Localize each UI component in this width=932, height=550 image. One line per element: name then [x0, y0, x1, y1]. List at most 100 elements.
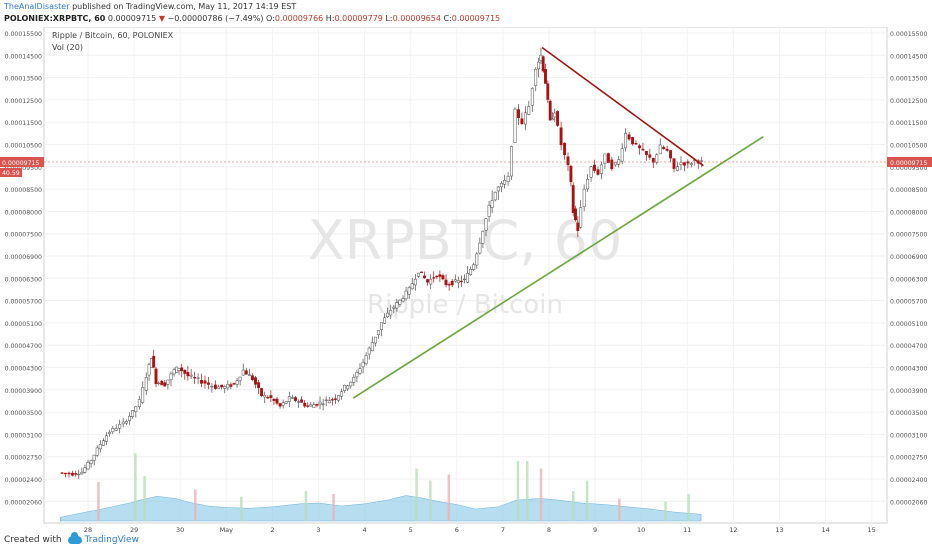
y-tick-label-left: 0.00004700: [5, 343, 42, 350]
candle-body: [83, 467, 87, 473]
volume-bar: [240, 497, 243, 521]
chart-area[interactable]: XRPBTC, 60 Ripple / Bitcoin 0.00015500 0.…: [0, 26, 932, 537]
candle-body: [263, 395, 267, 398]
candle-body: [318, 401, 322, 405]
candle-body: [92, 454, 96, 461]
candle-body: [203, 380, 207, 384]
candle-body: [244, 370, 248, 375]
y-tick-label-right: 0.00013500: [890, 76, 927, 83]
candle-body: [689, 163, 693, 165]
ohlc-bar: POLONIEX:XRPBTC, 60 0.00009715 ▼ −0.0000…: [4, 14, 500, 23]
y-tick-label-left: 0.00002060: [5, 499, 42, 506]
open-label: O:: [266, 14, 275, 23]
volume-bar: [687, 494, 690, 521]
y-tick-label-right: 0.00002060: [890, 499, 927, 506]
created-with-label: Created with: [4, 535, 62, 545]
candle-body: [423, 275, 426, 279]
volume-bar: [97, 482, 100, 521]
candle-body: [401, 298, 405, 302]
y-tick-label-left: 0.00002400: [5, 477, 42, 484]
candle-body: [213, 384, 217, 389]
candle-body: [337, 395, 340, 401]
candle-body: [238, 376, 242, 381]
volume-tag-bg: [0, 168, 22, 178]
candle-body: [551, 118, 554, 121]
candle-body: [330, 399, 334, 401]
candle-body: [392, 306, 396, 309]
candle-body: [220, 384, 224, 388]
candle-body: [86, 462, 90, 470]
candle-body: [95, 447, 99, 456]
candle-body: [450, 280, 454, 286]
candle-body: [309, 404, 313, 407]
candle-body: [481, 231, 485, 244]
candle-body: [389, 310, 393, 316]
candle-body: [257, 382, 261, 389]
candle-body: [624, 132, 628, 149]
y-tick-label-left: 0.00003900: [5, 388, 42, 395]
candle-body: [121, 421, 125, 425]
candle-body: [272, 398, 276, 401]
candle-body: [349, 381, 353, 387]
y-tick-label-right: 0.00008500: [890, 187, 927, 194]
candle-body: [651, 158, 655, 163]
y-tick-label-left: 0.00012500: [5, 98, 42, 105]
last-price: 0.00009715: [107, 14, 157, 23]
price-tag-left-bg: [0, 157, 44, 168]
price-tag-left: 0.00009715: [2, 160, 39, 167]
candle-body: [679, 162, 683, 165]
candle-body: [163, 382, 167, 387]
cloud-icon: [67, 532, 82, 544]
candle-body: [395, 302, 399, 309]
x-tick-label: 5: [409, 526, 413, 534]
candle-body: [398, 299, 402, 305]
candle-body: [410, 283, 414, 290]
candle-body: [513, 108, 517, 143]
low-label: L:: [385, 14, 393, 23]
candle-body: [493, 191, 497, 201]
candle-body: [260, 388, 264, 397]
candle-body: [665, 148, 669, 151]
tradingview-brand: TradingView: [84, 535, 139, 545]
candle-body: [108, 431, 111, 435]
candle-body: [315, 403, 319, 406]
candle-body: [250, 375, 254, 380]
volume-bar: [664, 501, 667, 521]
price-tag-right: 0.00009715: [890, 160, 927, 167]
candle-body: [631, 136, 635, 145]
candle-body: [456, 280, 460, 284]
y-tick-label-right: 0.00011500: [890, 120, 927, 127]
candle-body: [70, 472, 74, 476]
close-label: C:: [443, 14, 452, 23]
candle-body: [144, 377, 148, 391]
candle-body: [496, 186, 500, 192]
candle-body: [534, 68, 538, 86]
tradingview-logo[interactable]: TradingView: [67, 532, 139, 545]
candle-body: [463, 278, 466, 281]
candle-body: [435, 275, 439, 278]
x-tick-label: 2: [270, 526, 274, 534]
y-tick-label-left: 0.00005100: [5, 321, 42, 328]
y-tick-label-right: 0.00009500: [890, 165, 927, 172]
candle-body: [193, 377, 197, 379]
down-arrow-icon: ▼: [158, 14, 165, 23]
candle-body: [563, 142, 567, 155]
y-tick-label-left: 0.00003100: [5, 432, 42, 439]
candle-body: [487, 205, 491, 217]
candle-body: [383, 317, 387, 324]
candle-body: [60, 472, 64, 474]
candle-body: [186, 372, 190, 377]
candle-body: [269, 395, 273, 398]
author-link[interactable]: TheAnalDisaster: [4, 2, 70, 11]
candle-body: [426, 279, 430, 283]
candle-body: [131, 410, 135, 417]
candle-body: [157, 382, 161, 385]
legend-volume: Vol (20): [52, 43, 83, 52]
volume-bar: [447, 474, 451, 521]
candle-body: [352, 377, 356, 383]
candle-body: [380, 322, 383, 330]
price-chart[interactable]: XRPBTC, 60 Ripple / Bitcoin 0.000155000.…: [0, 26, 932, 537]
x-tick-label: 15: [868, 526, 876, 534]
candle-body: [217, 386, 221, 389]
y-tick-label-left: 0.00014500: [5, 53, 42, 60]
